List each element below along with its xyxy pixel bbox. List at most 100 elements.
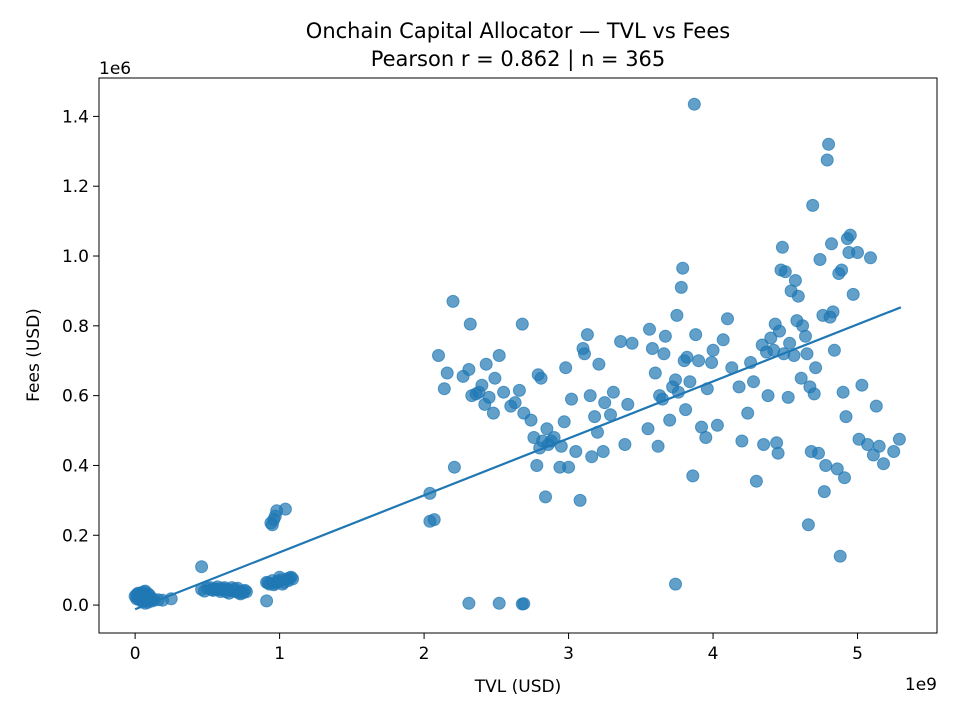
scatter-point	[606, 385, 620, 399]
scatter-point	[833, 549, 847, 563]
scatter-point	[432, 349, 445, 362]
scatter-point	[569, 445, 583, 458]
scatter-point	[732, 380, 746, 394]
scatter-point	[839, 410, 853, 424]
scatter-point	[851, 246, 864, 259]
scatter-point	[512, 383, 526, 397]
scatter-point	[801, 518, 815, 532]
scatter-point	[261, 576, 275, 590]
scatter-point	[492, 596, 506, 610]
scatter-point	[427, 513, 441, 527]
scatter-point	[621, 397, 635, 411]
scatter-point	[281, 574, 295, 588]
scatter-point	[679, 403, 693, 417]
scatter-point	[205, 583, 219, 597]
scatter-point	[892, 432, 906, 446]
scatter-point	[557, 415, 571, 429]
scatter-point	[800, 347, 814, 361]
scatter-point	[573, 493, 587, 507]
scatter-point	[643, 322, 656, 336]
scatter-point	[877, 457, 890, 471]
scatter-point	[669, 577, 682, 591]
x-tick-label: 4	[708, 644, 719, 664]
scatter-point	[706, 343, 720, 357]
y-tick-label: 0.8	[62, 317, 89, 337]
x-tick-label: 2	[419, 644, 430, 664]
scatter-point	[710, 418, 724, 432]
scatter-point	[592, 357, 606, 371]
x-tick-label: 3	[563, 644, 574, 664]
x-tick-label: 1	[274, 644, 285, 664]
scatter-point	[826, 305, 840, 319]
scatter-point	[705, 356, 719, 369]
scatter-point	[658, 329, 672, 343]
scatter-point	[819, 459, 833, 472]
scatter-point	[625, 336, 639, 350]
scatter-point	[278, 502, 292, 516]
y-axis-ticks: 0.0 0.2 0.4 0.6 0.8 1.0 1.2 1.4	[62, 107, 99, 616]
scatter-point	[482, 390, 496, 404]
scatter-point	[683, 375, 697, 389]
scatter-point	[757, 438, 771, 451]
scatter-point	[835, 263, 849, 277]
scatter-point	[651, 439, 665, 453]
y-tick-label: 0.2	[62, 526, 89, 546]
scatter-point	[562, 460, 576, 474]
scatter-point	[497, 385, 511, 399]
chart-title: Onchain Capital Allocator — TVL vs Fees	[306, 19, 730, 43]
scatter-point	[195, 560, 209, 574]
scatter-point	[809, 361, 823, 375]
scatter-point	[843, 228, 857, 242]
scatter-point	[239, 585, 253, 599]
scatter-point	[446, 294, 460, 308]
scatter-point	[783, 336, 797, 350]
scatter-point	[618, 438, 632, 451]
scatter-point	[530, 459, 544, 472]
scatter-point	[614, 335, 628, 348]
scatter-point	[813, 253, 827, 266]
trend-line	[134, 306, 902, 611]
scatter-point	[447, 460, 461, 474]
scatter-point	[838, 471, 851, 485]
scatter-point	[578, 347, 591, 361]
scatter-point	[559, 361, 573, 375]
scatter-point	[648, 366, 662, 380]
scatter-point	[781, 390, 795, 404]
scatter-point	[486, 406, 500, 420]
scatter-point	[799, 329, 812, 343]
scatter-point	[687, 97, 701, 111]
plot-marks	[128, 97, 906, 611]
scatter-point	[539, 490, 552, 504]
scatter-point	[492, 349, 506, 362]
scatter-point	[663, 413, 677, 427]
scatter-point	[836, 385, 850, 399]
scatter-point	[773, 324, 786, 338]
scatter-point	[515, 317, 529, 331]
scatter-point	[524, 413, 538, 427]
scatter-point	[680, 350, 694, 364]
scatter-point	[887, 445, 901, 458]
scatter-point	[721, 312, 734, 326]
scatter-point	[692, 354, 706, 368]
scatter-point	[508, 396, 522, 410]
scatter-point	[869, 399, 883, 413]
y-tick-label: 0.6	[62, 387, 89, 407]
y-tick-label: 0.0	[62, 596, 89, 616]
scatter-point	[827, 343, 841, 357]
scatter-point	[588, 410, 602, 424]
scatter-point	[462, 363, 476, 376]
x-tick-label: 5	[852, 644, 863, 664]
scatter-point	[462, 596, 476, 610]
scatter-point	[580, 328, 594, 342]
scatter-point	[676, 261, 690, 275]
scatter-point	[645, 342, 659, 355]
y-axis-label: Fees (USD)	[24, 308, 44, 402]
scatter-point	[788, 274, 802, 287]
y-tick-label: 0.4	[62, 456, 89, 476]
scatter-point	[817, 485, 831, 499]
scatter-point	[585, 450, 599, 464]
scatter-point	[775, 240, 789, 254]
scatter-point	[820, 153, 834, 167]
scatter-point	[830, 462, 844, 476]
